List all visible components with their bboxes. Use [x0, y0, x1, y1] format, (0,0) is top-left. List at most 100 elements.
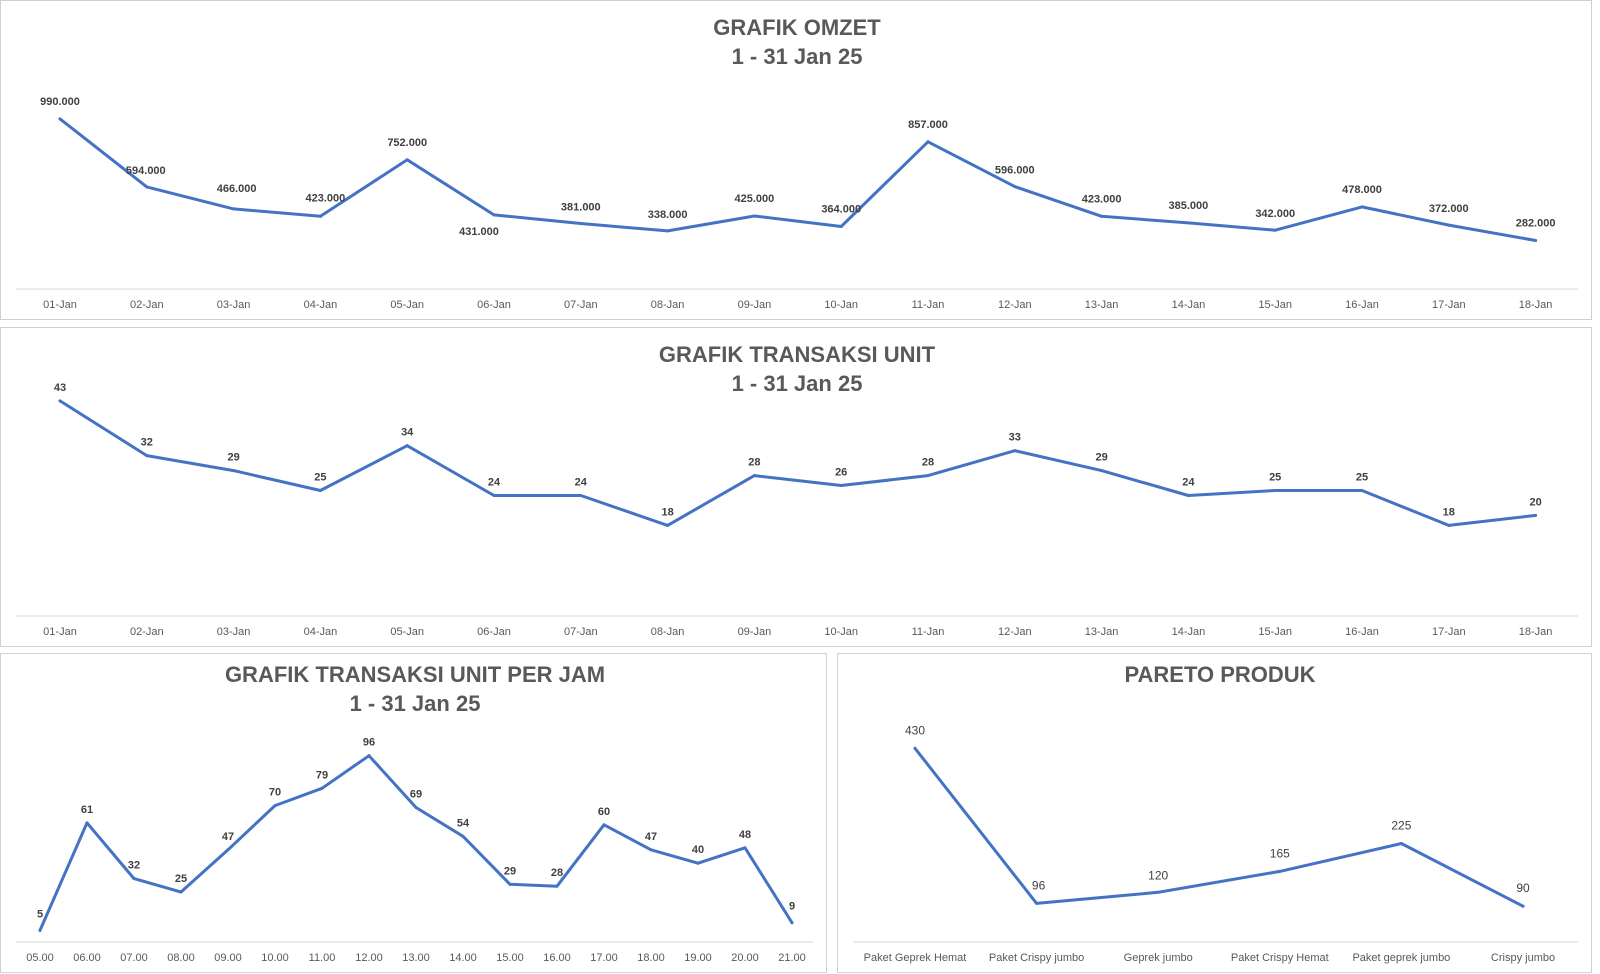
omzet-data-point: [666, 229, 670, 233]
transaksi-per-jam-data-label: 61: [81, 804, 93, 816]
omzet-data-point: [926, 140, 930, 144]
omzet-tick-label: 14-Jan: [1172, 299, 1206, 311]
omzet-tick-label: 15-Jan: [1258, 299, 1292, 311]
transaksi-unit-data-label: 25: [314, 472, 326, 484]
omzet-data-label: 752.000: [387, 137, 427, 149]
omzet-data-point: [1360, 205, 1364, 209]
transaksi-per-jam-data-point: [790, 921, 794, 925]
transaksi-unit-data-point: [1534, 513, 1538, 517]
transaksi-per-jam-data-point: [226, 848, 230, 852]
omzet-data-label: 990.000: [40, 96, 80, 108]
pareto-produk-series-line: [913, 746, 1525, 908]
transaksi-per-jam-data-point: [85, 821, 89, 825]
transaksi-per-jam-tick-label: 12.00: [355, 952, 383, 964]
pareto-produk-data-point: [1399, 842, 1403, 845]
transaksi-per-jam-data-label: 47: [645, 831, 657, 843]
pareto-produk-data-label: 96: [1032, 878, 1046, 892]
transaksi-per-jam-data-point: [367, 754, 371, 758]
pareto-produk-tick-label: Paket Crispy Hemat: [1231, 952, 1329, 964]
omzet-data-point: [1100, 214, 1104, 218]
transaksi-per-jam-data-label: 48: [739, 829, 751, 841]
omzet-tick-label: 09-Jan: [738, 299, 772, 311]
omzet-data-point: [232, 207, 236, 211]
omzet-data-point: [1273, 228, 1277, 232]
transaksi-per-jam-series-line: [38, 754, 794, 932]
transaksi-unit-data-label: 24: [488, 476, 501, 488]
transaksi-per-jam-chart-subtitle: 1 - 31 Jan 25: [350, 691, 481, 716]
transaksi-unit-data-point: [1447, 523, 1451, 527]
omzet-data-point: [405, 158, 409, 162]
transaksi-per-jam-chart-panel: GRAFIK TRANSAKSI UNIT PER JAM 1 - 31 Jan…: [0, 653, 827, 973]
transaksi-unit-chart-panel: GRAFIK TRANSAKSI UNIT 1 - 31 Jan 25 43 01…: [0, 327, 1592, 647]
transaksi-unit-tick-label: 12-Jan: [998, 626, 1032, 638]
transaksi-unit-tick-label: 06-Jan: [477, 626, 511, 638]
omzet-data-label: 342.000: [1255, 208, 1295, 220]
omzet-data-label: 364.000: [821, 203, 861, 215]
pareto-produk-tick-label: Crispy jumbo: [1491, 952, 1555, 964]
transaksi-unit-data-label: 34: [401, 427, 414, 439]
omzet-data-point: [1013, 185, 1017, 189]
transaksi-unit-tick-label: 11-Jan: [912, 626, 945, 638]
omzet-series-line: [58, 117, 1538, 242]
omzet-data-point: [579, 222, 583, 226]
transaksi-unit-data-point: [579, 493, 583, 497]
transaksi-unit-data-point: [1186, 493, 1190, 497]
transaksi-unit-tick-label: 05-Jan: [390, 626, 424, 638]
transaksi-unit-data-label: 43: [54, 382, 66, 394]
transaksi-per-jam-tick-label: 07.00: [120, 952, 148, 964]
transaksi-unit-tick-label: 01-Jan: [43, 626, 77, 638]
transaksi-unit-data-point: [145, 454, 149, 458]
transaksi-unit-data-label: 20: [1529, 496, 1541, 508]
transaksi-unit-chart-subtitle: 1 - 31 Jan 25: [732, 371, 863, 396]
transaksi-per-jam-tick-label: 11.00: [309, 952, 336, 964]
omzet-data-label: 282.000: [1516, 218, 1556, 230]
omzet-chart: GRAFIK OMZET 1 - 31 Jan 25 990.000 01-Jan…: [16, 15, 1578, 311]
transaksi-per-jam-data-label: 29: [504, 865, 516, 877]
transaksi-unit-data-label: 24: [575, 476, 588, 488]
transaksi-unit-data-point: [58, 399, 62, 403]
pareto-produk-data-label: 165: [1270, 846, 1290, 860]
transaksi-unit-tick-label: 07-Jan: [564, 626, 598, 638]
transaksi-unit-data-point: [492, 493, 496, 497]
transaksi-per-jam-data-label: 25: [175, 873, 187, 885]
omzet-tick-label: 03-Jan: [217, 299, 251, 311]
transaksi-per-jam-data-point: [602, 823, 606, 827]
transaksi-per-jam-tick-label: 19.00: [684, 952, 712, 964]
pareto-produk-tick-label: Paket geprek jumbo: [1352, 952, 1450, 964]
transaksi-unit-data-label: 25: [1269, 472, 1281, 484]
transaksi-per-jam-tick-label: 13.00: [402, 952, 430, 964]
omzet-tick-label: 16-Jan: [1345, 299, 1379, 311]
transaksi-per-jam-data-label: 54: [457, 817, 470, 829]
omzet-data-point: [1447, 223, 1451, 227]
transaksi-per-jam-data-label: 69: [410, 789, 422, 801]
transaksi-unit-tick-label: 10-Jan: [824, 626, 858, 638]
transaksi-unit-data-label: 32: [141, 437, 153, 449]
omzet-data-point: [492, 213, 496, 217]
pareto-produk-tick-label: Paket Geprek Hemat: [864, 952, 967, 964]
transaksi-per-jam-data-label: 70: [269, 787, 281, 799]
transaksi-unit-data-point: [405, 444, 409, 448]
transaksi-unit-data-point: [232, 469, 236, 473]
transaksi-unit-data-point: [1100, 469, 1104, 473]
pareto-produk-data-label: 430: [905, 723, 925, 737]
omzet-data-point: [752, 214, 756, 218]
transaksi-per-jam-tick-label: 06.00: [73, 952, 101, 964]
omzet-tick-label: 07-Jan: [564, 299, 598, 311]
transaksi-per-jam-data-label: 9: [789, 901, 795, 913]
transaksi-unit-tick-label: 14-Jan: [1172, 626, 1206, 638]
transaksi-unit-data-point: [839, 484, 843, 488]
omzet-data-label: 431.000: [459, 226, 499, 238]
omzet-data-label: 381.000: [561, 202, 601, 214]
transaksi-unit-tick-label: 18-Jan: [1519, 626, 1553, 638]
transaksi-per-jam-data-label: 28: [551, 867, 563, 879]
pareto-produk-data-point: [1521, 904, 1525, 908]
transaksi-unit-tick-label: 02-Jan: [130, 626, 164, 638]
transaksi-per-jam-data-label: 47: [222, 831, 234, 843]
omzet-tick-label: 04-Jan: [304, 299, 338, 311]
transaksi-per-jam-chart-title: GRAFIK TRANSAKSI UNIT PER JAM: [225, 662, 605, 687]
omzet-tick-label: 06-Jan: [477, 299, 511, 311]
omzet-chart-title: GRAFIK OMZET: [713, 15, 881, 40]
transaksi-unit-data-point: [926, 474, 930, 478]
transaksi-per-jam-tick-label: 21.00: [778, 952, 806, 964]
omzet-data-point: [145, 185, 149, 189]
